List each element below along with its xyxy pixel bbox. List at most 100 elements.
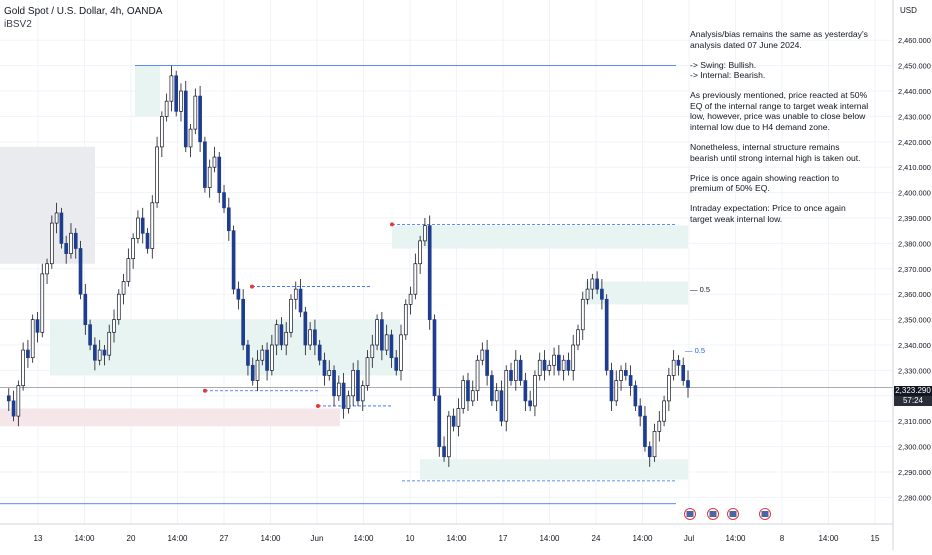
candle-up: [260, 349, 265, 361]
time-tick-label: 14:00: [74, 534, 95, 543]
candle-down: [93, 344, 97, 361]
time-tick-label: Jul: [684, 534, 694, 543]
candle-down: [427, 225, 432, 320]
candle-down: [26, 349, 30, 359]
candle-down: [183, 90, 188, 148]
candle-down: [332, 370, 336, 397]
time-tick-label: 14:00: [353, 534, 374, 543]
analysis-paragraph: Nonetheless, internal structure remains …: [690, 141, 861, 163]
event-flag-icon: [709, 511, 717, 517]
candle-up: [461, 380, 466, 409]
candle-down: [542, 359, 547, 371]
event-flag-icon: [686, 511, 694, 517]
candle-up: [131, 237, 135, 260]
candle-down: [523, 380, 528, 402]
candle-up: [561, 359, 566, 371]
supply-zone: [392, 225, 688, 249]
candle-up: [619, 370, 623, 381]
candle-up: [284, 331, 289, 346]
time-tick-label: 8: [780, 534, 785, 543]
candle-down: [628, 375, 633, 386]
candle-up: [212, 156, 217, 168]
candle-down: [35, 319, 40, 333]
price-tick-label: 2,330.000: [898, 366, 931, 375]
time-tick-label: 14:00: [632, 534, 653, 543]
candle-up: [413, 263, 418, 295]
candle-up: [399, 334, 403, 371]
time-tick-label: 14:00: [260, 534, 281, 543]
time-tick-label: 20: [127, 534, 136, 543]
eq-label-upper: — 0.5: [690, 285, 710, 294]
candle-up: [116, 293, 121, 320]
candle-down: [485, 349, 489, 376]
price-tick-label: 2,390.000: [898, 214, 931, 223]
candle-up: [365, 357, 370, 386]
event-flag-icon: [761, 511, 769, 517]
analysis-paragraph: Analysis/bias remains the same as yester…: [690, 29, 868, 50]
candle-down: [566, 359, 571, 371]
candle-down: [638, 405, 643, 417]
candle-down: [595, 278, 599, 290]
candle-down: [279, 324, 284, 346]
candle-down: [676, 359, 681, 366]
candle-up: [150, 202, 155, 249]
candle-up: [480, 349, 485, 361]
candle-down: [322, 359, 327, 376]
candle-up: [40, 273, 45, 333]
candle-up: [585, 288, 590, 300]
currency-label[interactable]: USD: [900, 6, 917, 15]
chart-header: Gold Spot / U.S. Dollar, 4h, OANDA iBSV2: [4, 5, 162, 31]
candle-up: [327, 370, 332, 376]
candle-down: [557, 354, 561, 371]
candle-down: [604, 298, 609, 371]
candle-up: [49, 222, 54, 265]
candle-up: [571, 344, 576, 371]
structure-marker: [316, 403, 320, 408]
candle-up: [255, 359, 260, 381]
analysis-paragraph: Price is once again showing reaction to …: [690, 172, 840, 194]
price-tick-label: 2,450.000: [898, 62, 931, 71]
candle-down: [59, 212, 64, 244]
candle-down: [394, 357, 399, 371]
candle-up: [112, 319, 116, 333]
price-tick-label: 2,360.000: [898, 290, 931, 299]
price-tick-label: 2,460.000: [898, 36, 931, 45]
candle-down: [389, 334, 394, 359]
candle-down: [203, 141, 207, 188]
candle-down: [236, 288, 241, 300]
candle-down: [231, 230, 236, 290]
candle-down: [226, 207, 231, 232]
candle-down: [174, 75, 179, 112]
candle-up: [126, 258, 131, 282]
candle-down: [356, 370, 360, 402]
candle-down: [509, 370, 513, 381]
event-flag-icon: [729, 511, 737, 517]
price-tick-label: 2,440.000: [898, 87, 931, 96]
candle-down: [518, 359, 523, 381]
analysis-note: Analysis/bias remains the same as yester…: [690, 29, 870, 234]
time-tick-label: 14:00: [446, 534, 467, 543]
candle-down: [241, 298, 245, 346]
candle-down: [83, 293, 88, 326]
candle-up: [351, 370, 356, 397]
candle-up: [384, 334, 389, 351]
candle-up: [408, 293, 413, 305]
price-tick-label: 2,430.000: [898, 112, 931, 121]
symbol-title: Gold Spot / U.S. Dollar, 4h, OANDA: [4, 6, 163, 17]
candle-down: [681, 364, 686, 381]
candle-down: [265, 349, 269, 371]
price-tick-label: 2,400.000: [898, 189, 931, 198]
time-tick-label: 24: [592, 534, 601, 543]
time-tick-label: 17: [499, 534, 508, 543]
candle-down: [78, 248, 83, 295]
candle-up: [370, 344, 375, 359]
candle-down: [250, 364, 255, 381]
candle-down: [623, 370, 628, 376]
indicator-label[interactable]: iBSV2: [4, 19, 32, 30]
candle-up: [169, 75, 174, 102]
last-price-label: 2,323.290: [894, 386, 932, 396]
structure-marker: [203, 388, 207, 393]
candle-up: [21, 349, 25, 386]
